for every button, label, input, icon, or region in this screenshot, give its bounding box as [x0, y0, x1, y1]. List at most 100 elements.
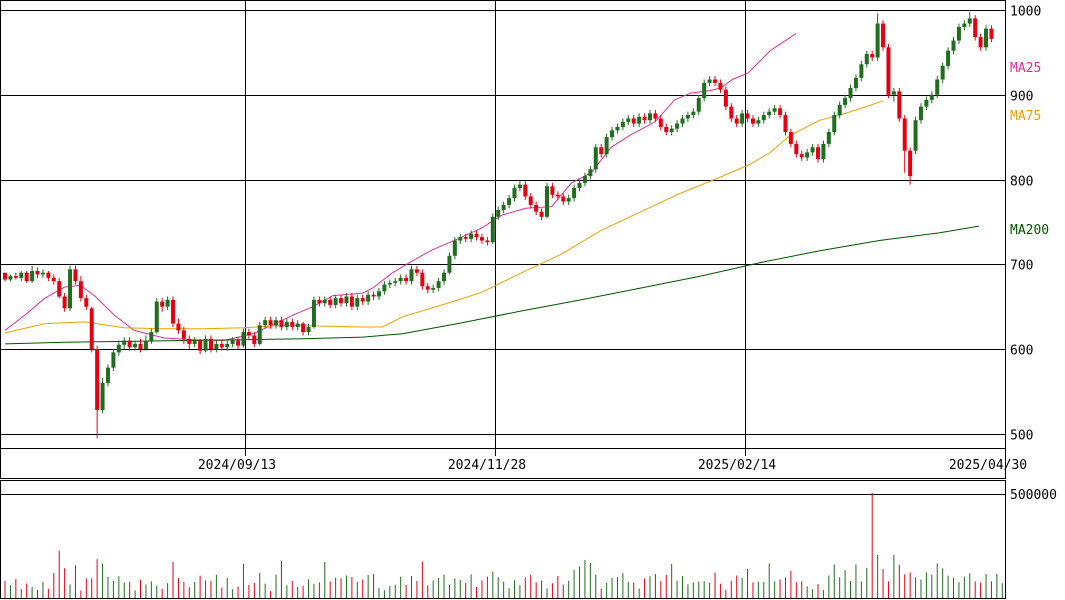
candle-body — [761, 115, 766, 121]
price-tick-label: 700 — [1010, 259, 1033, 274]
candle-body — [100, 382, 105, 411]
candle-body — [794, 143, 799, 155]
candle-body — [501, 204, 506, 211]
candle-body — [788, 132, 793, 144]
candle-body — [642, 116, 647, 121]
candle-body — [946, 50, 951, 66]
candle-body — [826, 132, 831, 144]
candle-body — [349, 296, 354, 307]
candle-body — [821, 143, 826, 160]
candle-body — [718, 82, 723, 90]
candle-body — [951, 40, 956, 51]
candle-body — [165, 299, 170, 307]
candle-body — [886, 47, 891, 95]
candle-body — [30, 271, 35, 282]
candle-body — [279, 320, 284, 327]
price-tick-label: 900 — [1010, 90, 1033, 105]
candle-body — [13, 276, 18, 278]
candle-body — [756, 120, 761, 124]
candle-body — [360, 298, 365, 302]
candle-body — [62, 296, 67, 309]
price-panel: 1000 900 800 700 600 500 MA25 MA75 MA200 — [0, 0, 1049, 449]
candle-body — [750, 118, 755, 124]
candle-body — [414, 269, 419, 273]
candle-body — [371, 294, 376, 297]
candle-body — [241, 332, 246, 346]
candle-body — [19, 272, 24, 278]
candle-body — [908, 150, 913, 177]
candle-body — [859, 64, 864, 78]
candle-body — [713, 79, 718, 83]
candle-body — [105, 367, 110, 383]
candle-body — [463, 237, 468, 239]
candle-body — [566, 198, 571, 202]
candle-body — [816, 147, 820, 160]
candle-body — [203, 338, 208, 351]
date-tick-label: 2024/09/13 — [198, 458, 276, 473]
candle-body — [376, 291, 381, 297]
candle-body — [387, 282, 392, 285]
price-tick-label: 600 — [1010, 344, 1033, 359]
candle-body — [154, 301, 159, 333]
candle-body — [268, 320, 273, 326]
candle-body — [485, 240, 490, 243]
date-tick-label: 2025/02/14 — [698, 458, 776, 473]
candle-body — [691, 111, 696, 116]
candle-body — [246, 332, 251, 336]
date-axis: 2024/09/13 2024/11/28 2025/02/14 2025/04/30 — [0, 448, 1027, 479]
candle-body — [496, 210, 501, 217]
candle-body — [404, 277, 409, 282]
candle-body — [967, 18, 972, 24]
candle-body — [767, 111, 772, 116]
candle-body — [236, 340, 241, 346]
candle-body — [545, 186, 549, 217]
date-tick-label: 2025/04/30 — [949, 458, 1027, 473]
candle-body — [490, 216, 495, 243]
candle-body — [252, 335, 257, 344]
candle-body — [929, 94, 934, 100]
candle-body — [653, 113, 658, 119]
price-tick-label: 500 — [1010, 429, 1033, 444]
candle-body — [745, 113, 750, 119]
series-line-ma25 — [4, 33, 797, 342]
candle-body — [539, 211, 544, 217]
candle-body — [555, 194, 560, 197]
candle-body — [409, 269, 414, 282]
candle-body — [902, 118, 907, 151]
candle-body — [393, 281, 398, 283]
candle-body — [935, 79, 940, 95]
candle-body — [339, 298, 344, 304]
price-tick-label: 800 — [1010, 175, 1033, 190]
candle-body — [68, 269, 73, 309]
candle-body — [848, 87, 853, 99]
candle-body — [317, 299, 322, 304]
candle-body — [853, 77, 858, 88]
candle-body — [637, 116, 642, 124]
candle-body — [24, 272, 29, 282]
candle-body — [604, 137, 609, 155]
volume-panel-frame — [0, 480, 1006, 599]
candle-body — [658, 118, 663, 127]
volume-tick-label: 500000 — [1010, 488, 1057, 503]
candle-body — [160, 301, 165, 307]
candle-body — [864, 54, 869, 65]
candle-body — [442, 272, 447, 282]
candle-body — [875, 23, 880, 58]
candle-body — [311, 299, 316, 327]
candle-body — [778, 108, 783, 116]
candle-body — [398, 277, 403, 282]
candle-body — [35, 271, 40, 275]
candle-body — [832, 115, 837, 133]
candle-body — [664, 126, 669, 133]
candle-body — [723, 89, 728, 107]
candle-body — [680, 118, 685, 124]
candle-body — [355, 298, 360, 307]
candle-body — [669, 128, 674, 133]
legend-ma75: MA75 — [1010, 109, 1041, 124]
candle-body — [111, 352, 116, 368]
candle-body — [685, 115, 690, 119]
candle-body — [474, 233, 479, 238]
candle-body — [366, 294, 371, 302]
candle-body — [176, 323, 181, 331]
candle-body — [924, 99, 929, 107]
